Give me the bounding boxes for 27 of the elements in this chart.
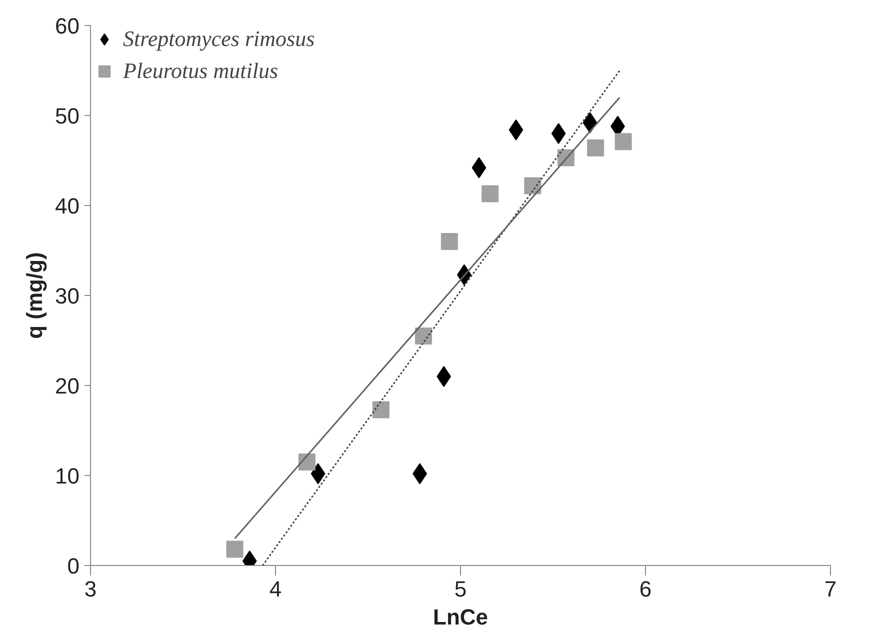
point (524, 177, 542, 194)
x-tick-label: 4 (269, 576, 282, 602)
y-tick-label: 0 (67, 554, 80, 578)
y-tick-label: 60 (55, 14, 80, 38)
point (614, 133, 632, 150)
y-tick-label: 50 (55, 104, 80, 128)
point (372, 401, 390, 418)
y-axis-title: q (mg/g) (22, 252, 48, 339)
x-tick-label: 3 (84, 576, 97, 602)
legend-label: Pleurotus mutilus (123, 58, 278, 84)
x-tick-label: 5 (454, 576, 467, 602)
point (440, 233, 458, 250)
legend-label: Streptomyces rimosus (123, 26, 315, 52)
point (551, 123, 566, 144)
x-axis-title: LnCe (433, 604, 488, 630)
y-tick-label: 40 (55, 194, 80, 218)
point (436, 366, 452, 387)
point (415, 328, 432, 344)
y-tick-label: 10 (55, 464, 80, 488)
x-tick-label: 6 (639, 576, 652, 602)
x-tick-label: 7 (824, 576, 837, 602)
y-tick-label: 20 (55, 374, 80, 398)
y-tick-label: 30 (55, 284, 80, 308)
point (298, 454, 316, 470)
point (226, 540, 244, 558)
point (482, 185, 499, 202)
point (587, 139, 604, 156)
